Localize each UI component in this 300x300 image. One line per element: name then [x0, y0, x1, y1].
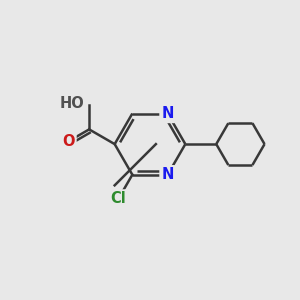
Text: Cl: Cl: [110, 191, 126, 206]
Text: N: N: [161, 106, 174, 121]
Text: HO: HO: [60, 96, 85, 111]
Text: O: O: [62, 134, 74, 149]
Text: N: N: [161, 167, 174, 182]
